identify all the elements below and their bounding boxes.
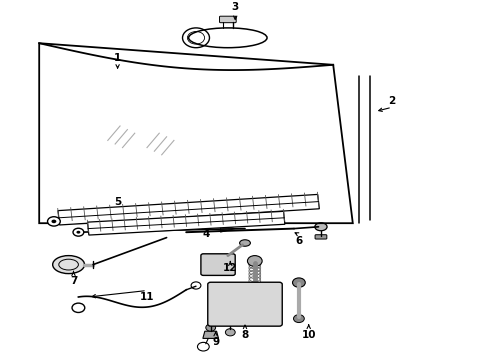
FancyBboxPatch shape (208, 282, 282, 326)
Text: 6: 6 (295, 236, 302, 246)
Polygon shape (88, 211, 285, 235)
Ellipse shape (240, 240, 250, 246)
Text: 3: 3 (232, 2, 239, 12)
Circle shape (48, 217, 60, 226)
Circle shape (247, 256, 262, 266)
Text: 2: 2 (389, 96, 395, 106)
Text: 12: 12 (223, 263, 238, 273)
Circle shape (73, 228, 84, 236)
Text: 8: 8 (242, 330, 248, 340)
FancyBboxPatch shape (220, 16, 236, 23)
Circle shape (206, 324, 216, 331)
Text: 9: 9 (212, 337, 219, 347)
Circle shape (76, 231, 80, 234)
FancyBboxPatch shape (315, 235, 327, 239)
Text: 10: 10 (301, 330, 316, 340)
Circle shape (225, 329, 235, 336)
Ellipse shape (315, 223, 327, 231)
Text: 7: 7 (70, 276, 77, 286)
Circle shape (51, 220, 56, 223)
Text: 1: 1 (114, 53, 121, 63)
Circle shape (294, 315, 304, 323)
Polygon shape (58, 194, 319, 225)
Polygon shape (220, 225, 235, 232)
Circle shape (293, 278, 305, 287)
Ellipse shape (53, 256, 84, 274)
Text: 4: 4 (202, 229, 210, 239)
Text: 5: 5 (114, 197, 121, 207)
Text: 11: 11 (140, 292, 154, 302)
FancyBboxPatch shape (201, 254, 235, 275)
Polygon shape (203, 331, 219, 338)
